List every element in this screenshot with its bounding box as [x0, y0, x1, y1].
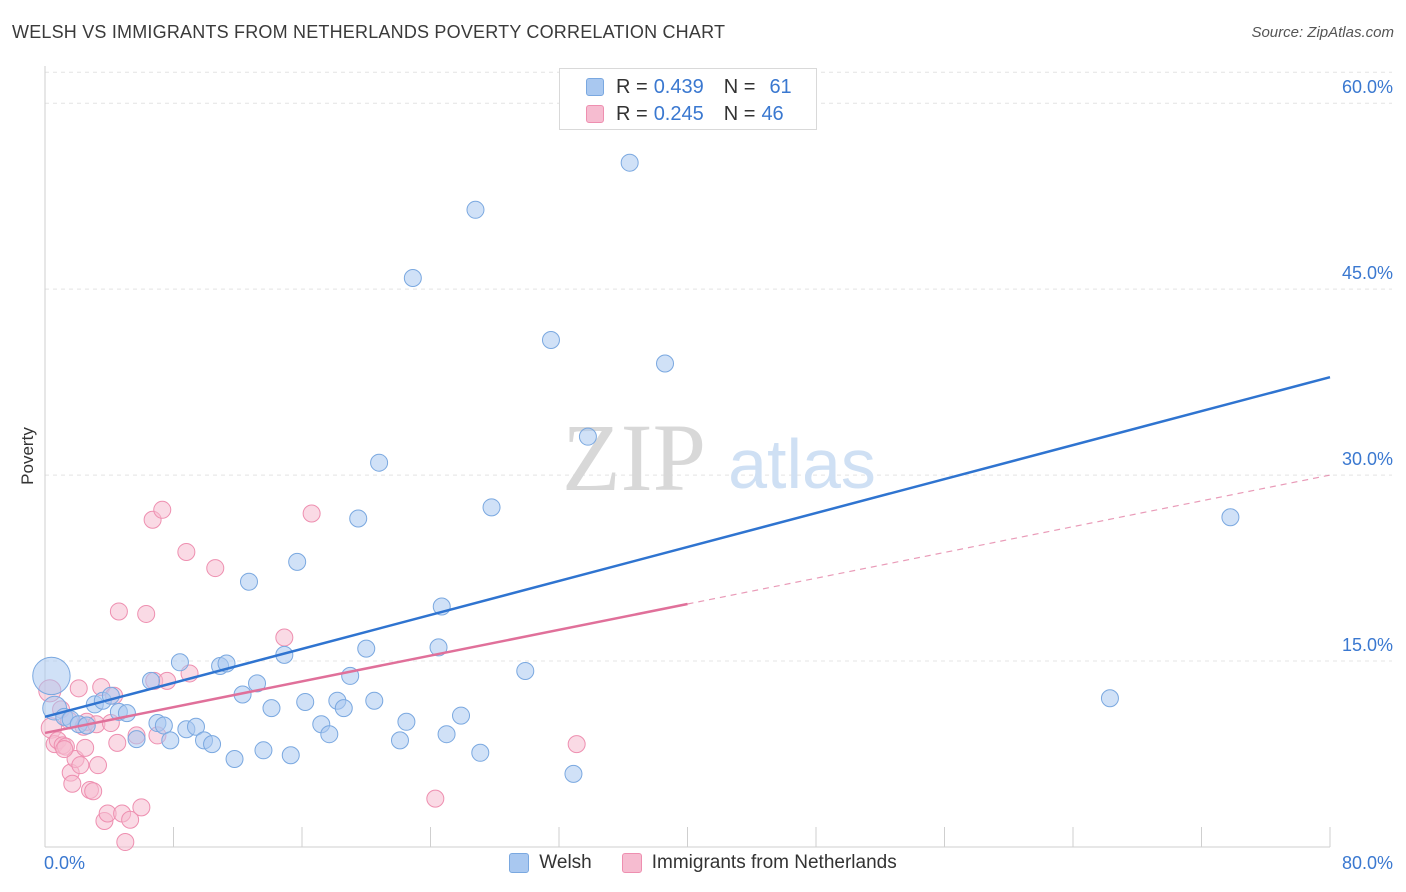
- watermark-zip: ZIP: [562, 404, 706, 511]
- netherlands-trend-line: [44, 602, 688, 735]
- legend-r-label: R =: [616, 75, 648, 98]
- legend-r-value-netherlands: 0.245: [653, 102, 704, 125]
- legend-label-netherlands: Immigrants from Netherlands: [651, 852, 897, 873]
- netherlands-point: [55, 740, 74, 759]
- welsh-point: [466, 200, 485, 219]
- netherlands-point: [116, 833, 135, 852]
- netherlands-point: [567, 735, 586, 754]
- welsh-point: [288, 552, 307, 571]
- welsh-point: [620, 153, 639, 172]
- legend-r-value-welsh: 0.439: [653, 75, 704, 98]
- chart-title: WELSH VS IMMIGRANTS FROM NETHERLANDS POV…: [12, 22, 726, 42]
- legend-n-label: N =: [723, 102, 756, 125]
- netherlands-point: [63, 774, 82, 793]
- correlation-legend: R = 0.439 N = 61 R = 0.245 N = 46: [559, 68, 817, 130]
- welsh-point: [397, 712, 416, 731]
- welsh-point: [296, 692, 315, 711]
- legend-row-netherlands: R = 0.245 N = 46: [586, 102, 784, 126]
- netherlands-point: [302, 504, 321, 523]
- welsh-point: [357, 639, 376, 658]
- watermark-atlas: atlas: [728, 425, 876, 503]
- welsh-point: [186, 717, 205, 736]
- welsh-point: [32, 656, 71, 696]
- welsh-point: [516, 661, 535, 680]
- netherlands-point: [108, 733, 127, 752]
- series-netherlands-points: [38, 500, 586, 852]
- welsh-point: [203, 735, 222, 754]
- welsh-point: [225, 749, 244, 768]
- welsh-point: [471, 743, 490, 762]
- welsh-trend-line: [44, 375, 1331, 719]
- welsh-point: [429, 638, 448, 657]
- netherlands-point: [69, 679, 88, 698]
- y-tick-label: 45.0%: [1342, 263, 1393, 283]
- welsh-point: [254, 741, 273, 760]
- trend-lines: [44, 375, 1331, 735]
- welsh-point: [170, 653, 189, 672]
- netherlands-point: [206, 559, 225, 578]
- welsh-point: [320, 725, 339, 744]
- netherlands-point: [121, 810, 140, 829]
- welsh-point: [541, 330, 560, 349]
- tick-labels: 15.0% 30.0% 45.0% 60.0% 0.0% 80.0%: [44, 77, 1393, 873]
- legend-n-label: N =: [723, 75, 756, 98]
- welsh-point: [334, 699, 353, 718]
- welsh-point: [656, 354, 675, 373]
- y-axis-label: Poverty: [18, 427, 37, 485]
- grid-lines: [45, 71, 1392, 662]
- series-legend: Welsh Immigrants from Netherlands: [0, 852, 1406, 874]
- welsh-point: [349, 509, 368, 528]
- welsh-swatch: [586, 78, 604, 96]
- netherlands-point: [137, 604, 156, 623]
- welsh-point: [365, 691, 384, 710]
- welsh-point: [437, 725, 456, 744]
- legend-n-value-netherlands: 46: [761, 102, 784, 125]
- welsh-point: [1100, 689, 1119, 708]
- welsh-point: [1221, 508, 1240, 527]
- netherlands-swatch: [621, 853, 642, 873]
- welsh-point: [403, 268, 422, 287]
- y-tick-label: 15.0%: [1342, 635, 1393, 655]
- welsh-point: [262, 699, 281, 718]
- welsh-swatch: [509, 853, 530, 873]
- x-tick-label-min: 0.0%: [44, 853, 85, 873]
- welsh-point: [578, 427, 597, 446]
- legend-label-welsh: Welsh: [539, 852, 592, 873]
- netherlands-point: [426, 789, 445, 808]
- source-label: Source: ZipAtlas.com: [1251, 24, 1394, 41]
- netherlands-point: [76, 738, 95, 757]
- netherlands-point: [177, 542, 196, 561]
- welsh-point: [452, 706, 471, 725]
- netherlands-point: [109, 602, 128, 621]
- welsh-point: [390, 731, 409, 750]
- netherlands-swatch: [586, 105, 604, 123]
- netherlands-point: [71, 756, 90, 775]
- watermark: ZIP atlas: [562, 404, 876, 511]
- netherlands-point: [89, 756, 108, 775]
- legend-item-welsh: Welsh: [509, 852, 592, 874]
- netherlands-point: [153, 500, 172, 519]
- netherlands-point: [132, 798, 151, 817]
- welsh-point: [239, 572, 258, 591]
- welsh-point: [564, 764, 583, 783]
- welsh-point: [370, 453, 389, 472]
- netherlands-point: [84, 782, 103, 801]
- x-tick-label-max: 80.0%: [1342, 853, 1393, 873]
- welsh-point: [161, 731, 180, 750]
- legend-row-welsh: R = 0.439 N = 61: [586, 75, 792, 99]
- welsh-point: [127, 730, 146, 749]
- welsh-point: [117, 704, 136, 723]
- legend-r-label: R =: [616, 102, 648, 125]
- welsh-point: [482, 498, 501, 517]
- welsh-point: [281, 746, 300, 765]
- y-tick-label: 60.0%: [1342, 77, 1393, 97]
- welsh-point: [154, 716, 173, 735]
- netherlands-point: [275, 628, 294, 647]
- y-tick-label: 30.0%: [1342, 449, 1393, 469]
- legend-item-netherlands: Immigrants from Netherlands: [621, 852, 897, 874]
- legend-n-value-welsh: 61: [769, 75, 792, 98]
- welsh-point: [248, 674, 267, 693]
